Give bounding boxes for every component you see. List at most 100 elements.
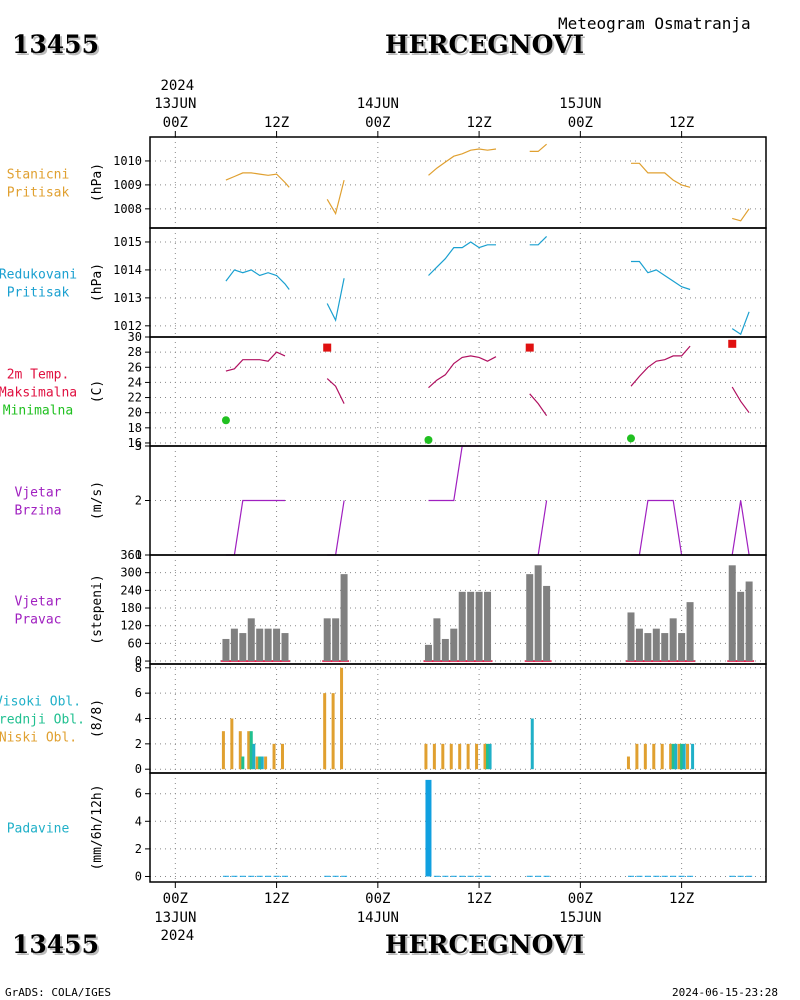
p7-bar-0-5: [265, 875, 272, 877]
p7-bar-0-21: [543, 875, 550, 877]
p1-ytick-label-1: 1009: [113, 178, 142, 192]
p5-bar-0-6: [273, 628, 281, 662]
day-label-top-0: 13JUN: [154, 96, 196, 112]
p2-line-0-1: [326, 278, 345, 323]
p6-bar-0-19: [626, 756, 630, 770]
p1-line-0-1: [326, 179, 345, 216]
p2-frame: [149, 227, 767, 338]
p5-bar-0-17: [475, 591, 483, 662]
p5-title-0: Vjetar: [15, 595, 62, 610]
p6-bar-0-22: [652, 743, 656, 770]
hour-label-top-1: 12Z: [264, 115, 289, 131]
p3-ylabel: (C): [90, 380, 105, 403]
p7-bar-0-28: [678, 875, 685, 877]
p3-line-0-1: [326, 378, 345, 404]
p6-bar-0-25: [677, 743, 681, 770]
p7-bar-0-16: [467, 875, 474, 877]
p1-ytick-label-0: 1008: [113, 202, 142, 216]
p3-title-2: Minimalna: [3, 404, 73, 419]
p6-bar-1-1: [249, 731, 253, 770]
p6-bar-2-5: [682, 743, 686, 770]
p6-title-0: Visoki Obl.: [0, 695, 81, 710]
p7-bar-0-26: [661, 875, 668, 877]
p7-bar-0-32: [746, 875, 753, 877]
p6-ytick-label-1: 2: [135, 737, 142, 751]
p5-ytick-label-2: 120: [120, 619, 142, 633]
p5-bar-0-11: [424, 644, 432, 662]
p3-line-0-3: [529, 393, 548, 417]
p3-ytick-label-2: 20: [128, 406, 142, 420]
p5-bar-0-15: [458, 591, 466, 662]
p7-bar-0-18: [484, 875, 491, 877]
p4-line-0-5: [731, 500, 750, 556]
hour-label-top-4: 00Z: [568, 115, 593, 131]
grads-credit: GrADS: COLA/IGES: [5, 986, 111, 999]
p7-bar-0-6: [273, 875, 280, 877]
p3-tmin-marker-1: [424, 435, 433, 444]
station-id-top: 13455: [12, 30, 99, 59]
p6-bar-0-3: [247, 731, 251, 770]
p7-bar-0-4: [256, 875, 263, 877]
p6-ytick-label-0: 0: [135, 762, 142, 776]
p3-ytick-label-5: 26: [128, 360, 142, 374]
p7-bar-0-13: [442, 875, 449, 877]
p5-bar-0-2: [239, 633, 247, 662]
p5-bar-0-24: [644, 633, 652, 662]
p6-bar-0-7: [280, 743, 284, 770]
p5-bar-0-30: [728, 565, 736, 662]
p7-bar-0-31: [737, 875, 744, 877]
p2-line-0-2: [428, 241, 496, 276]
hour-label-bottom-5: 12Z: [669, 891, 694, 907]
p7-bar-0-11: [425, 779, 432, 877]
p6-bar-1-3: [486, 743, 490, 770]
p2-line-0-4: [631, 260, 691, 291]
day-label-bottom-2: 15JUN: [559, 910, 601, 926]
p6-bar-2-3: [530, 718, 534, 770]
p1-line-0-0: [225, 172, 290, 188]
p4-title-1: Brzina: [15, 504, 62, 519]
hour-label-top-0: 00Z: [163, 115, 188, 131]
p6-bar-2-6: [691, 743, 695, 770]
p5-ytick-label-0: 0: [135, 654, 142, 668]
p5-ylabel: (stepeni): [90, 574, 105, 644]
p7-bar-0-15: [459, 875, 466, 877]
p2-ytick-label-3: 1015: [113, 235, 142, 249]
p6-title-1: Srednji Obl.: [0, 713, 85, 728]
p4-ytick-label-0: 1: [135, 548, 142, 562]
hour-label-top-3: 12Z: [466, 115, 491, 131]
p2-line-0-0: [225, 269, 290, 290]
p6-bar-0-8: [323, 693, 327, 770]
p5-bar-0-8: [323, 618, 331, 662]
p5-bar-0-19: [526, 574, 534, 662]
render-timestamp: 2024-06-15-23:28: [672, 986, 778, 999]
p3-tmin-marker-2: [626, 434, 635, 443]
p7-bar-0-8: [324, 875, 331, 877]
p7-ytick-label-0: 0: [135, 869, 142, 883]
station-name-top: HERCEGNOVI: [385, 30, 585, 59]
p6-bar-2-0: [252, 743, 256, 770]
p7-ytick-label-3: 6: [135, 787, 142, 801]
p6-bar-0-12: [432, 743, 436, 770]
day-label-top-2: 15JUN: [559, 96, 601, 112]
p4-line-0-2: [428, 445, 480, 502]
p6-bar-1-5: [680, 743, 684, 770]
p7-title-0: Padavine: [7, 822, 70, 837]
p6-bar-2-4: [674, 743, 678, 770]
p7-bar-0-20: [535, 875, 542, 877]
p7-bar-0-9: [332, 875, 339, 877]
p5-title-1: Pravac: [15, 613, 62, 628]
p3-frame: [149, 336, 767, 447]
p7-bar-0-24: [644, 875, 651, 877]
p5-bar-0-23: [635, 628, 643, 662]
p7-bar-0-10: [341, 875, 348, 877]
p6-bar-1-0: [241, 756, 245, 770]
p4-title-0: Vjetar: [15, 486, 62, 501]
p7-ytick-label-2: 4: [135, 814, 142, 828]
p3-title-0: 2m Temp.: [7, 368, 70, 383]
p3-ytick-label-0: 16: [128, 436, 142, 450]
p6-bar-0-6: [272, 743, 276, 770]
p7-bar-0-22: [627, 875, 634, 877]
p6-bar-0-10: [340, 667, 344, 770]
p4-line-0-0: [225, 499, 285, 556]
p1-line-0-2: [428, 148, 497, 176]
